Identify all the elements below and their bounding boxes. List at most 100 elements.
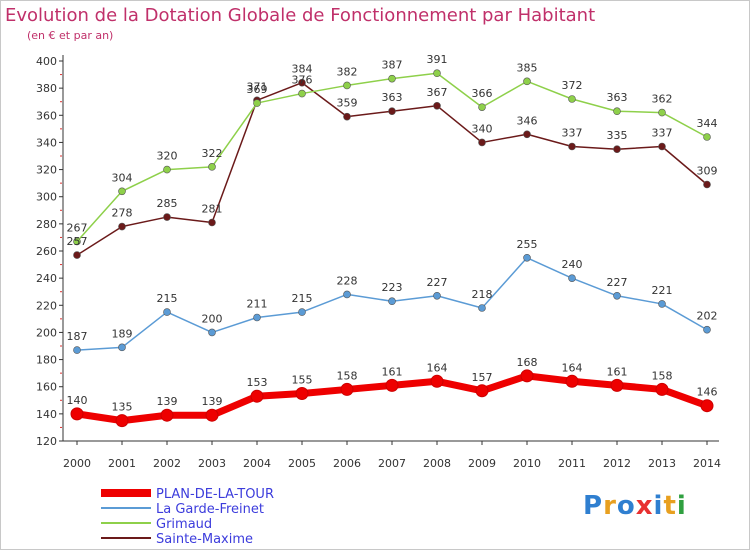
data-point xyxy=(568,142,576,151)
x-tick-label: 2008 xyxy=(423,457,451,470)
data-point xyxy=(568,274,576,282)
data-label: 155 xyxy=(292,374,313,387)
legend-label-Sainte-Maxime: Sainte-Maxime xyxy=(156,532,253,547)
x-tick-label: 2014 xyxy=(693,457,721,470)
data-point xyxy=(343,112,351,121)
data-point xyxy=(523,130,531,139)
logo-letter: i xyxy=(653,491,664,521)
data-label: 335 xyxy=(607,129,628,142)
data-point xyxy=(388,297,396,306)
data-label: 267 xyxy=(67,222,88,235)
data-label: 223 xyxy=(382,281,403,294)
y-tick-label: 180 xyxy=(36,354,57,367)
data-label: 158 xyxy=(337,369,358,382)
data-point xyxy=(433,291,441,300)
data-label: 320 xyxy=(157,150,178,163)
data-label: 278 xyxy=(112,207,133,220)
data-point xyxy=(610,378,624,392)
data-point xyxy=(520,369,534,383)
y-tick-label: 160 xyxy=(36,381,57,394)
x-tick-label: 2002 xyxy=(153,457,181,470)
x-tick-label: 2009 xyxy=(468,457,496,470)
data-point xyxy=(163,165,171,174)
data-label: 139 xyxy=(202,395,223,408)
x-tick-label: 2006 xyxy=(333,457,361,470)
chart-subtitle: (en € et par an) xyxy=(27,29,114,42)
data-label: 218 xyxy=(472,288,493,301)
data-label: 376 xyxy=(292,74,313,87)
data-label: 362 xyxy=(652,93,673,106)
data-label: 304 xyxy=(112,171,133,184)
logo-letter: P xyxy=(583,491,604,521)
data-point xyxy=(655,382,669,396)
data-label: 140 xyxy=(67,394,88,407)
y-tick-label: 320 xyxy=(36,164,57,177)
x-tick-label: 2013 xyxy=(648,457,676,470)
data-label: 363 xyxy=(382,91,403,104)
data-point xyxy=(253,99,261,107)
y-tick-label: 220 xyxy=(36,299,57,312)
logo-letter: o xyxy=(616,491,636,521)
x-tick-label: 2003 xyxy=(198,457,226,470)
y-tick-label: 200 xyxy=(36,326,57,339)
data-point xyxy=(430,374,444,388)
logo-letter: i xyxy=(676,491,687,521)
data-label: 139 xyxy=(157,395,178,408)
data-label: 367 xyxy=(427,86,448,99)
data-label: 157 xyxy=(472,371,493,384)
data-point xyxy=(73,237,81,246)
data-point xyxy=(298,308,306,316)
y-tick-label: 400 xyxy=(36,55,57,68)
data-point xyxy=(118,222,126,231)
y-tick-label: 260 xyxy=(36,245,57,258)
data-label: 322 xyxy=(202,147,223,160)
data-point xyxy=(73,346,81,354)
data-point xyxy=(70,407,84,421)
data-point xyxy=(565,374,579,388)
data-point xyxy=(658,108,666,117)
data-label: 221 xyxy=(652,284,673,297)
data-point xyxy=(703,325,711,334)
data-point xyxy=(343,81,351,90)
chart-title: Evolution de la Dotation Globale de Fonc… xyxy=(5,5,596,26)
data-point xyxy=(658,300,666,308)
plot-area xyxy=(63,55,719,441)
data-point xyxy=(700,399,714,413)
y-tick-label: 300 xyxy=(36,191,57,204)
data-label: 211 xyxy=(247,298,268,311)
data-point xyxy=(298,89,306,98)
data-label: 215 xyxy=(157,292,178,305)
data-label: 135 xyxy=(112,401,133,414)
data-point xyxy=(478,304,486,312)
data-point xyxy=(703,180,711,189)
data-point xyxy=(118,343,126,352)
proxiti-logo: Proxiti xyxy=(583,491,687,521)
data-point xyxy=(388,107,396,116)
data-label: 366 xyxy=(472,87,493,100)
data-point xyxy=(658,142,666,151)
data-label: 200 xyxy=(202,312,223,325)
y-tick-label: 280 xyxy=(36,218,57,231)
x-tick-label: 2011 xyxy=(558,457,586,470)
data-point xyxy=(613,291,621,300)
data-point xyxy=(73,251,81,259)
data-point xyxy=(523,77,531,86)
x-tick-label: 2000 xyxy=(63,457,91,470)
x-tick-label: 2012 xyxy=(603,457,631,470)
data-point xyxy=(478,103,486,111)
data-label: 369 xyxy=(247,83,268,96)
logo-letter: t xyxy=(663,491,677,521)
data-point xyxy=(253,313,261,322)
y-tick-label: 140 xyxy=(36,408,57,421)
data-label: 344 xyxy=(697,117,718,130)
data-point xyxy=(340,382,354,396)
data-label: 346 xyxy=(517,114,538,127)
legend-label-Grimaud: Grimaud xyxy=(156,517,212,532)
data-point xyxy=(433,69,441,78)
x-tick-label: 2004 xyxy=(243,457,271,470)
data-label: 158 xyxy=(652,369,673,382)
data-label: 189 xyxy=(112,327,133,340)
data-point xyxy=(298,78,306,87)
